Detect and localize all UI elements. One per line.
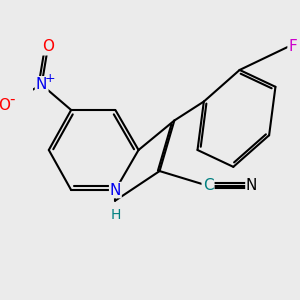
Text: N: N	[246, 178, 257, 193]
Text: N: N	[110, 183, 121, 198]
Text: N: N	[36, 77, 47, 92]
Text: C: C	[203, 178, 213, 193]
Text: -: -	[9, 92, 15, 107]
Text: O: O	[0, 98, 10, 113]
Text: H: H	[110, 208, 121, 222]
Text: O: O	[42, 39, 54, 54]
Text: +: +	[45, 72, 55, 85]
Text: F: F	[288, 39, 297, 54]
